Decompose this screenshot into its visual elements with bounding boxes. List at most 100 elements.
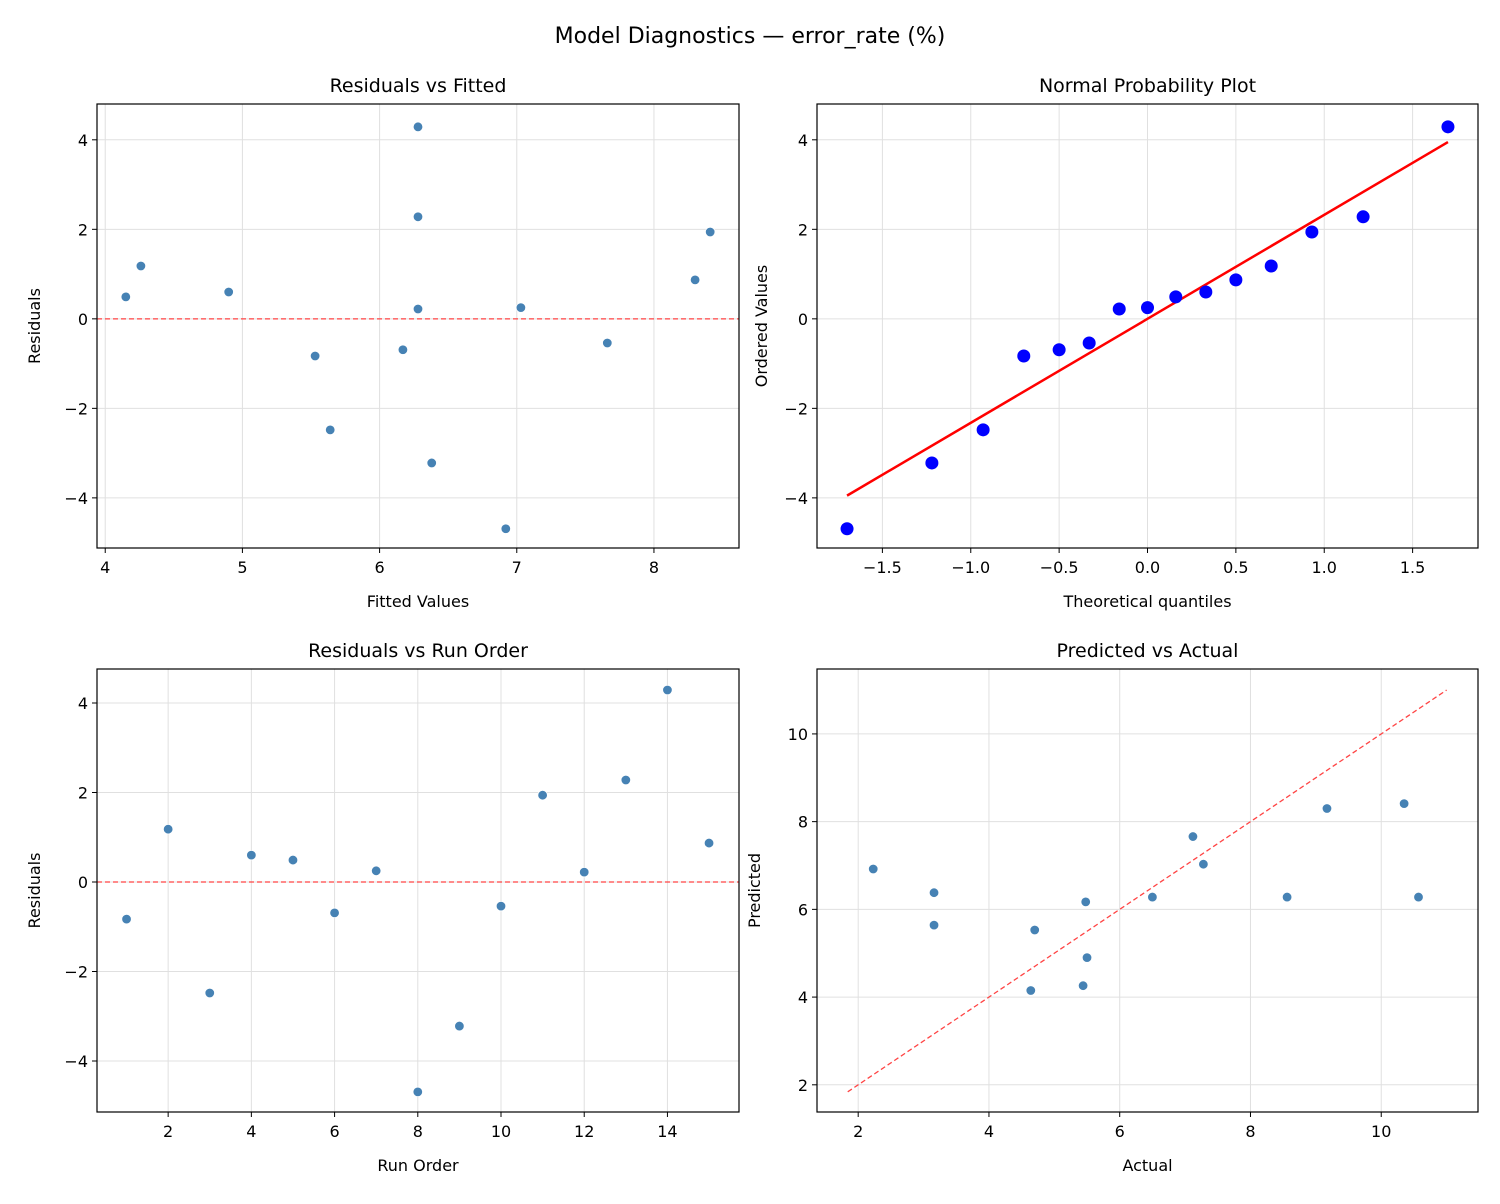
data-point	[1198, 858, 1209, 870]
x-tick-label: 12	[574, 1122, 594, 1141]
fit-line	[846, 140, 1449, 497]
x-tick-label: 1.5	[1400, 558, 1425, 577]
data-point	[579, 866, 590, 878]
y-tick-label: 2	[78, 784, 88, 803]
data-point	[121, 913, 132, 925]
x-tick-label: −1.5	[863, 558, 902, 577]
y-tick-label: −2	[784, 399, 808, 418]
x-tick-label: 4	[984, 1122, 994, 1141]
data-point	[602, 337, 613, 349]
data-point	[1081, 952, 1093, 963]
data-point	[1321, 803, 1333, 814]
x-tick-label: 2	[853, 1122, 863, 1141]
data-point	[454, 1020, 465, 1032]
y-tick-label: 4	[78, 131, 88, 150]
y-tick-label: 2	[798, 1076, 808, 1095]
data-point	[1052, 343, 1066, 357]
y-tick-label: −2	[64, 962, 88, 981]
data-point	[495, 900, 507, 912]
figure-title: Model Diagnostics — error_rate (%)	[555, 24, 946, 49]
subplot-2: −1.5 −1.0 −0.5 0.0 0.5 1.0 1.5 −4 −2 0 2 4 Normal Pr…	[752, 75, 1479, 611]
data-point	[412, 211, 424, 222]
y-tick-label: 4	[78, 694, 88, 713]
data-point	[500, 523, 511, 534]
data-point	[370, 865, 382, 877]
data-point	[1398, 798, 1410, 809]
x-tick-label: 4	[100, 558, 110, 577]
y-tick-label: 0	[78, 310, 88, 329]
data-point	[1080, 896, 1091, 908]
data-point	[287, 854, 299, 866]
data-point	[412, 303, 424, 315]
x-axis-label: Fitted Values	[367, 592, 469, 611]
y-tick-label: 10	[788, 725, 808, 744]
x-tick-label: −1.0	[951, 558, 990, 577]
data-point	[689, 274, 701, 286]
data-point	[868, 863, 879, 875]
data-point	[1141, 301, 1154, 315]
data-point	[162, 823, 174, 835]
data-point	[397, 344, 409, 355]
axes-frame	[96, 103, 740, 549]
y-tick-label: 2	[78, 220, 88, 239]
data-point	[1264, 259, 1278, 273]
data-point	[135, 260, 147, 272]
x-tick-label: 0.5	[1223, 558, 1248, 577]
data-point	[1017, 349, 1031, 363]
data-point	[412, 121, 424, 133]
data-point	[1199, 285, 1213, 299]
data-point	[412, 1086, 423, 1098]
data-point	[309, 350, 321, 362]
y-tick-label: 4	[798, 131, 808, 150]
y-tick-label: 6	[798, 900, 808, 919]
subplot-title: Residuals vs Fitted	[330, 75, 507, 97]
y-tick-label: −4	[64, 1052, 88, 1071]
data-point	[976, 423, 990, 437]
x-axis-label: Theoretical quantiles	[1062, 592, 1231, 611]
y-axis-label: Predicted	[745, 853, 764, 928]
x-tick-label: 14	[657, 1122, 677, 1141]
x-tick-label: 7	[512, 558, 522, 577]
y-tick-label: −2	[64, 399, 88, 418]
y-tick-label: 2	[798, 220, 808, 239]
x-tick-label: 4	[246, 1122, 256, 1141]
x-tick-label: 8	[649, 558, 659, 577]
y-tick-label: 4	[798, 988, 808, 1007]
data-point	[704, 226, 716, 238]
data-point	[537, 789, 548, 801]
data-point	[1281, 891, 1293, 903]
data-point	[662, 684, 673, 696]
subplot-title: Normal Probability Plot	[1039, 75, 1256, 97]
data-point	[928, 887, 940, 898]
x-tick-label: 6	[329, 1122, 339, 1141]
subplot-1: 4 5 6 7 8 −4 −2 0 2 4 Residuals vs Fitted Fitted Va…	[25, 75, 740, 611]
x-axis-label: Run Order	[377, 1156, 459, 1175]
data-point	[1229, 273, 1243, 287]
data-point	[840, 522, 854, 536]
axes-frame	[816, 103, 1479, 549]
y-axis-label: Residuals	[25, 853, 44, 929]
x-axis-label: Actual	[1122, 1156, 1172, 1175]
identity-reference-line	[847, 689, 1447, 1093]
data-point	[426, 457, 437, 469]
data-point	[223, 286, 234, 298]
x-tick-label: 2	[163, 1122, 173, 1141]
data-point	[1082, 336, 1096, 350]
axes-frame	[96, 668, 740, 1113]
axes-frame	[816, 668, 1479, 1113]
subplot-3: 2 4 6 8 10 12 14 −4 −2 0 2 4 Residuals vs Run Order R…	[25, 640, 740, 1175]
data-point	[1356, 210, 1370, 224]
x-tick-label: 6	[1115, 1122, 1125, 1141]
data-point	[325, 424, 336, 436]
data-point	[515, 302, 527, 313]
x-tick-label: −0.5	[1040, 558, 1079, 577]
x-tick-label: 10	[1371, 1122, 1391, 1141]
data-point	[1413, 891, 1424, 903]
data-point	[1441, 120, 1455, 134]
data-point	[1305, 225, 1319, 239]
data-point	[1169, 290, 1183, 304]
data-point	[928, 919, 940, 931]
subplot-4: 2 4 6 8 10 2 4 6 8 10 Predicted vs Actual Actual Pre…	[745, 640, 1479, 1175]
y-axis-label: Residuals	[25, 288, 44, 364]
data-point	[1029, 924, 1040, 936]
